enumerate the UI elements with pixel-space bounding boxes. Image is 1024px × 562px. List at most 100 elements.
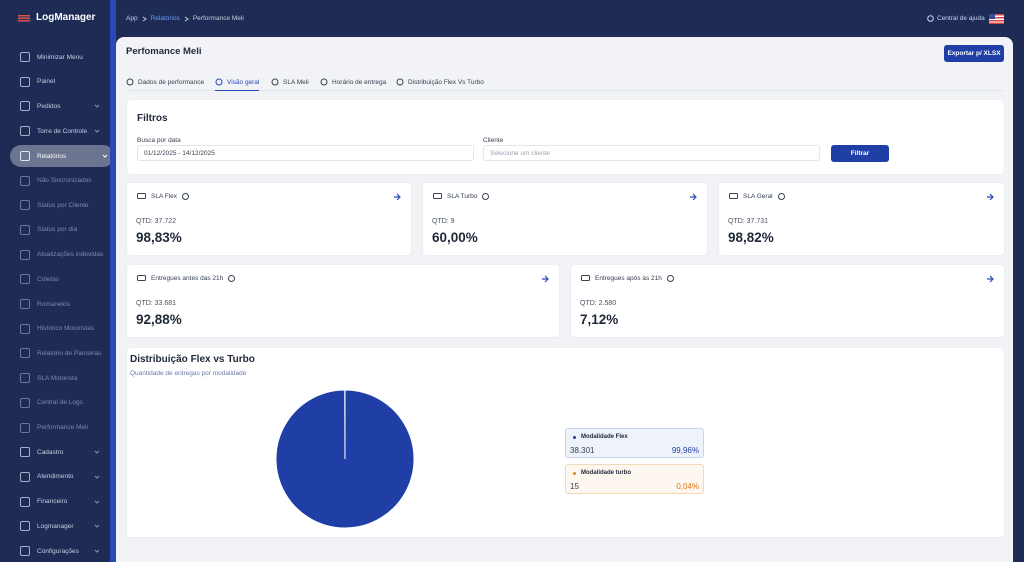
menu-item[interactable]: Status por Cliente	[20, 196, 106, 214]
tab-label[interactable]: Dados de performance	[138, 78, 205, 86]
menu-label[interactable]: Status por dia	[37, 226, 78, 234]
menu-item[interactable]: Financeiro	[20, 493, 106, 511]
crumb[interactable]: Relatórios	[150, 15, 180, 22]
date-label: Busca por data	[137, 137, 181, 144]
menu-label[interactable]: Pedidos	[37, 102, 61, 110]
filters-panel: Filtros Busca por data 01/12/2025 - 14/1…	[127, 100, 1004, 174]
menu-item[interactable]: Configurações	[20, 542, 106, 560]
chevron	[94, 105, 100, 109]
menu-item[interactable]: Coletas	[20, 270, 106, 288]
tab-label[interactable]: Distribuição Flex Vs Turbo	[408, 78, 484, 86]
distribution-subtitle: Quantidade de entregas por modalidade	[130, 370, 247, 377]
menu-item[interactable]: Não Sincronizados	[20, 172, 106, 190]
menu-item[interactable]: Pedidos	[20, 97, 106, 115]
menu-icon	[20, 224, 30, 235]
crumb[interactable]: App	[126, 15, 138, 22]
date-input[interactable]: 01/12/2025 - 14/12/2025	[137, 145, 474, 161]
card-icon-shape	[137, 193, 146, 199]
card-qtd: QTD: 37.731	[728, 218, 769, 225]
menu-icon	[20, 76, 30, 87]
menu-label[interactable]: Histórico Motoristas	[37, 325, 95, 333]
card-qtd: QTD: 9	[432, 218, 455, 225]
card-value: 98,82%	[728, 230, 774, 245]
menu-icon	[20, 126, 30, 137]
menu-label[interactable]: Relatório de Parceiras	[37, 349, 102, 357]
crumb-sep	[184, 16, 189, 21]
tab-icon	[320, 78, 328, 86]
metric-card: SLA Turbo QTD: 9 60,00%	[423, 183, 707, 255]
menu-label[interactable]: SLA Motorista	[37, 374, 78, 382]
tab[interactable]: Distribuição Flex Vs Turbo	[396, 74, 484, 90]
menu-item[interactable]: Painel	[20, 73, 106, 91]
tab[interactable]: Horário de entrega	[320, 74, 386, 90]
tab[interactable]: SLA Meli	[271, 74, 309, 90]
card-arrow[interactable]	[541, 275, 549, 283]
menu-label[interactable]: Performance Meli	[37, 424, 88, 431]
chevron-path	[102, 154, 108, 158]
tab[interactable]: Visão geral	[215, 74, 260, 91]
menu-icon	[20, 546, 30, 556]
client-label: Cliente	[483, 137, 504, 144]
menu-label[interactable]: Torre de Controle	[37, 127, 88, 135]
info-icon	[666, 274, 674, 282]
menu-item[interactable]: Relatório de Parceiras	[20, 344, 106, 362]
menu-item[interactable]: Status por dia	[20, 221, 106, 239]
card-title: SLA Geral	[743, 192, 773, 200]
menu-label[interactable]: Central de Logs	[37, 399, 83, 407]
menu-icon	[20, 397, 30, 408]
filter-button[interactable]: Filtrar	[831, 145, 889, 162]
info-circle	[666, 274, 674, 282]
menu-label[interactable]: Atendimento	[37, 473, 74, 481]
menu-item[interactable]: Romaneios	[20, 295, 106, 313]
metric-card: SLA Geral QTD: 37.731 98,82%	[719, 183, 1004, 255]
menu-icon	[20, 175, 30, 186]
menu-label[interactable]: Logmanager	[37, 522, 74, 530]
menu-label[interactable]: Relatórios	[37, 152, 67, 160]
menu-label[interactable]: Atualizações indevidas	[37, 251, 104, 259]
menu-item[interactable]: Histórico Motoristas	[20, 320, 106, 338]
menu-item[interactable]: Central de Logs	[20, 394, 106, 412]
tab-label[interactable]: SLA Meli	[283, 78, 309, 86]
menu-label[interactable]: Cadastro	[37, 448, 64, 456]
menu-icon	[20, 323, 30, 334]
export-button[interactable]: Exportar p/ XLSX	[944, 45, 1004, 62]
menu-item[interactable]: Performance Meli	[20, 419, 106, 437]
menu-label[interactable]: Romaneios	[37, 300, 70, 308]
menu-icon	[20, 249, 30, 260]
menu-label[interactable]: Status por Cliente	[37, 201, 89, 209]
tab[interactable]: Dados de performance	[126, 74, 204, 90]
card-arrow[interactable]	[393, 193, 401, 201]
menu-item[interactable]: Relatórios	[10, 145, 114, 167]
help-text[interactable]: Central de ajuda	[937, 15, 985, 22]
menu-label[interactable]: Não Sincronizados	[37, 177, 92, 184]
flag	[989, 14, 1004, 24]
menu-item[interactable]: Atendimento	[20, 468, 106, 486]
menu-item[interactable]: Torre de Controle	[20, 122, 106, 140]
menu-item[interactable]: Minimizar Menu	[20, 48, 106, 66]
menu-item[interactable]: Cadastro	[20, 443, 106, 461]
menu-item[interactable]: SLA Motorista	[20, 369, 106, 387]
chevron	[94, 524, 100, 529]
menu-label[interactable]: Configurações	[37, 547, 79, 555]
menu-label[interactable]: Painel	[37, 78, 56, 86]
chevron	[94, 129, 100, 133]
card-arrow[interactable]	[986, 193, 994, 201]
card-icon	[729, 193, 738, 199]
menu-label[interactable]: Financeiro	[37, 498, 68, 506]
menu-item[interactable]: Atualizações indevidas	[20, 246, 106, 264]
metric-card: SLA Flex QTD: 37.722 98,83%	[127, 183, 411, 255]
help-link[interactable]: Central de ajuda	[927, 15, 985, 22]
card-arrow[interactable]	[689, 193, 697, 201]
arrow-path	[690, 193, 697, 201]
menu-item[interactable]: Logmanager	[20, 517, 106, 535]
client-select[interactable]: Selecione um cliente	[483, 145, 820, 161]
tab-label[interactable]: Visão geral	[227, 78, 260, 86]
tab-icon-shape	[320, 78, 328, 86]
card-qtd: QTD: 2.580	[580, 300, 617, 307]
legend-value: 15	[570, 482, 579, 491]
tab-label[interactable]: Horário de entrega	[332, 78, 387, 86]
card-arrow[interactable]	[986, 275, 994, 283]
menu-label[interactable]: Coletas	[37, 275, 60, 283]
chevron	[94, 500, 100, 504]
menu-label[interactable]: Minimizar Menu	[37, 53, 83, 61]
